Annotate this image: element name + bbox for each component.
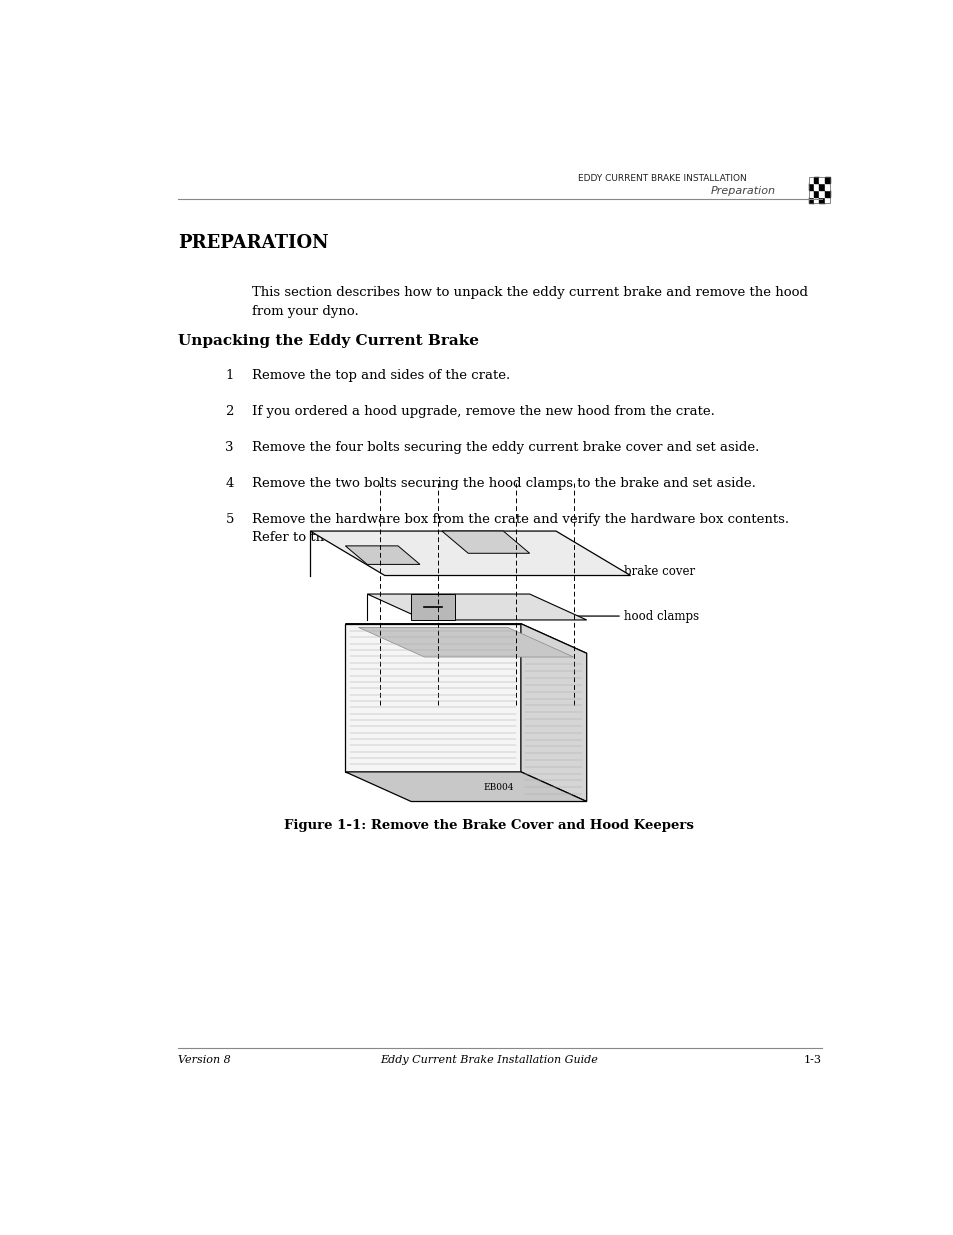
Text: 2: 2 [225, 405, 233, 417]
Text: Remove the top and sides of the crate.: Remove the top and sides of the crate. [252, 369, 510, 382]
Bar [808, 190, 813, 196]
Polygon shape [441, 531, 529, 553]
Text: Unpacking the Eddy Current Brake: Unpacking the Eddy Current Brake [178, 333, 479, 347]
Bar [808, 177, 813, 183]
Polygon shape [358, 627, 573, 657]
Polygon shape [345, 624, 586, 653]
Bar [819, 196, 823, 204]
Bar [819, 190, 823, 196]
Bar [813, 196, 819, 204]
Text: 1: 1 [225, 369, 233, 382]
Polygon shape [520, 624, 586, 802]
Text: Eddy Current Brake Installation Guide: Eddy Current Brake Installation Guide [379, 1056, 598, 1066]
Bar [823, 190, 829, 196]
Text: brake cover: brake cover [623, 564, 695, 578]
Text: Remove the two bolts securing the hood clamps to the brake and set aside.: Remove the two bolts securing the hood c… [252, 477, 756, 490]
Bar [808, 177, 829, 204]
Text: This section describes how to unpack the eddy current brake and remove the hood
: This section describes how to unpack the… [252, 287, 807, 319]
Polygon shape [367, 594, 586, 620]
Text: If you ordered a hood upgrade, remove the new hood from the crate.: If you ordered a hood upgrade, remove th… [252, 405, 715, 417]
Bar [808, 183, 813, 190]
Text: Figure 1-1: Remove the Brake Cover and Hood Keepers: Figure 1-1: Remove the Brake Cover and H… [284, 819, 693, 831]
Bar [813, 177, 819, 183]
Bar [823, 183, 829, 190]
Text: Remove the hardware box from the crate and verify the hardware box contents.
Ref: Remove the hardware box from the crate a… [252, 514, 789, 545]
Text: 4: 4 [225, 477, 233, 490]
Text: Preparation: Preparation [710, 185, 775, 196]
Bar [813, 183, 819, 190]
Text: Version 8: Version 8 [178, 1056, 231, 1066]
Polygon shape [310, 531, 630, 576]
Bar [823, 177, 829, 183]
Bar [819, 177, 823, 183]
Polygon shape [345, 546, 419, 564]
Text: 3: 3 [225, 441, 233, 454]
Polygon shape [345, 624, 520, 772]
Polygon shape [411, 594, 455, 620]
Text: EDDY CURRENT BRAKE INSTALLATION: EDDY CURRENT BRAKE INSTALLATION [577, 174, 745, 184]
Text: Remove the four bolts securing the eddy current brake cover and set aside.: Remove the four bolts securing the eddy … [252, 441, 759, 454]
Text: 1-3: 1-3 [802, 1056, 821, 1066]
Polygon shape [345, 772, 586, 802]
Text: EB004: EB004 [483, 783, 514, 793]
Bar [823, 196, 829, 204]
Text: hood clamps: hood clamps [623, 610, 699, 622]
Bar [819, 183, 823, 190]
Text: PREPARATION: PREPARATION [178, 235, 329, 252]
Bar [808, 196, 813, 204]
Text: 5: 5 [225, 514, 233, 526]
Bar [813, 190, 819, 196]
